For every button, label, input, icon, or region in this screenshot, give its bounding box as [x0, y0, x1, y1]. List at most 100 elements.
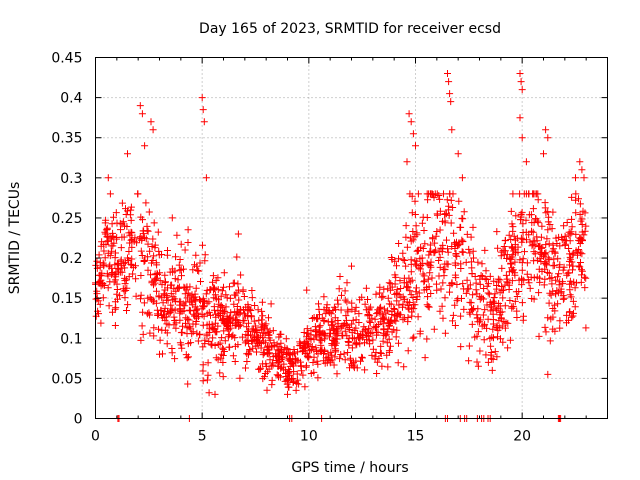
data-point	[96, 300, 104, 308]
data-point	[405, 305, 413, 313]
data-point	[542, 328, 550, 336]
data-point	[533, 237, 541, 245]
x-tick-label: 0	[91, 429, 100, 445]
data-point	[256, 365, 264, 373]
data-point	[286, 355, 294, 363]
data-point	[137, 291, 145, 299]
data-point	[166, 309, 174, 317]
data-point	[361, 366, 369, 374]
data-point	[413, 284, 420, 292]
data-point	[189, 266, 197, 274]
data-point	[236, 374, 244, 382]
data-point	[541, 249, 549, 257]
data-point	[323, 359, 331, 367]
data-point	[258, 307, 266, 315]
data-point	[365, 306, 373, 314]
data-point	[140, 299, 148, 307]
data-point	[432, 232, 440, 240]
data-point	[571, 284, 579, 292]
data-point-peak	[454, 150, 462, 158]
data-point	[156, 336, 164, 344]
data-point	[439, 279, 447, 287]
data-point	[373, 370, 381, 377]
data-point	[153, 287, 160, 295]
data-point	[196, 331, 203, 339]
data-point	[566, 286, 574, 294]
data-point	[529, 228, 537, 236]
data-point	[439, 314, 447, 322]
data-point	[414, 313, 422, 321]
data-point	[259, 375, 267, 383]
data-point	[237, 306, 245, 314]
data-point	[203, 376, 211, 384]
data-point	[364, 311, 372, 318]
data-point	[387, 342, 394, 350]
data-point	[403, 298, 411, 306]
data-point	[433, 280, 440, 288]
data-point	[299, 345, 307, 353]
data-point-peak	[138, 110, 146, 118]
data-point	[128, 243, 136, 251]
data-point	[384, 307, 392, 315]
data-point	[514, 248, 522, 256]
x-axis-label: GPS time / hours	[291, 460, 408, 476]
data-point	[388, 308, 396, 316]
data-point-peak	[303, 286, 311, 294]
data-point	[343, 279, 351, 287]
data-point	[550, 255, 558, 263]
data-point	[330, 361, 338, 369]
data-point	[111, 254, 119, 262]
data-point	[93, 257, 101, 265]
data-point	[477, 272, 485, 279]
data-point	[556, 324, 564, 332]
data-point	[486, 272, 494, 280]
data-point	[442, 210, 450, 218]
data-point	[279, 354, 286, 362]
data-point	[285, 369, 293, 377]
data-point	[435, 257, 443, 264]
data-point	[168, 265, 176, 273]
data-point	[460, 305, 468, 313]
data-point	[417, 261, 425, 269]
data-point-peak	[147, 118, 155, 126]
data-point	[328, 351, 336, 359]
data-point	[480, 336, 488, 344]
data-point	[248, 313, 256, 321]
axis-ticks	[95, 57, 608, 419]
data-point	[523, 259, 531, 267]
data-point	[198, 305, 206, 313]
data-point	[469, 306, 477, 314]
data-point	[129, 270, 137, 278]
data-point	[484, 358, 492, 366]
data-point	[576, 200, 584, 208]
data-point	[542, 241, 550, 249]
data-point	[192, 284, 200, 292]
data-point	[570, 249, 578, 257]
data-point	[576, 263, 584, 271]
data-point	[488, 333, 496, 341]
data-point	[224, 333, 232, 341]
data-point	[112, 209, 120, 217]
data-point	[582, 324, 590, 332]
data-point	[496, 308, 504, 316]
data-point	[390, 305, 398, 312]
data-point	[457, 343, 465, 351]
data-point	[138, 252, 146, 259]
data-point	[509, 223, 517, 231]
data-point	[388, 254, 396, 261]
data-point	[569, 297, 577, 305]
data-point	[554, 300, 562, 308]
data-point	[489, 316, 497, 324]
data-point	[277, 339, 285, 347]
data-point	[457, 312, 465, 320]
data-point	[148, 259, 155, 267]
data-point	[363, 332, 370, 339]
data-point	[223, 323, 231, 330]
data-point	[557, 288, 565, 296]
data-point	[495, 317, 503, 325]
data-point	[346, 364, 353, 372]
data-point	[463, 285, 471, 293]
data-point	[265, 314, 272, 322]
data-point	[98, 238, 106, 246]
data-point	[551, 327, 559, 335]
